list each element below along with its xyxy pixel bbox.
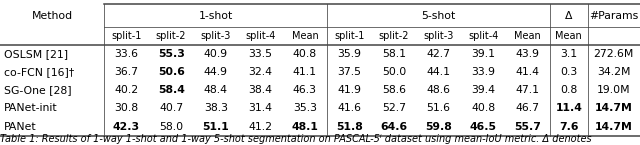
Text: 36.7: 36.7	[115, 67, 139, 77]
Text: 59.8: 59.8	[425, 122, 452, 132]
Text: 41.4: 41.4	[516, 67, 540, 77]
Text: 31.4: 31.4	[248, 103, 272, 113]
Text: split-3: split-3	[200, 31, 231, 41]
Text: 14.7M: 14.7M	[595, 122, 633, 132]
Text: 55.7: 55.7	[515, 122, 541, 132]
Text: 51.1: 51.1	[202, 122, 229, 132]
Text: 64.6: 64.6	[381, 122, 408, 132]
Text: 48.4: 48.4	[204, 85, 228, 95]
Text: OSLSM [21]: OSLSM [21]	[4, 49, 68, 59]
Text: SG-One [28]: SG-One [28]	[4, 85, 72, 95]
Text: 35.3: 35.3	[293, 103, 317, 113]
Text: PANet-init: PANet-init	[4, 103, 58, 113]
Text: 51.8: 51.8	[336, 122, 363, 132]
Text: 41.6: 41.6	[337, 103, 362, 113]
Text: 48.6: 48.6	[427, 85, 451, 95]
Text: 58.6: 58.6	[382, 85, 406, 95]
Text: co-FCN [16]†: co-FCN [16]†	[4, 67, 74, 77]
Text: split-2: split-2	[379, 31, 410, 41]
Text: Mean: Mean	[292, 31, 318, 41]
Text: 33.6: 33.6	[115, 49, 139, 59]
Text: 40.8: 40.8	[293, 49, 317, 59]
Text: 44.9: 44.9	[204, 67, 228, 77]
Text: 58.4: 58.4	[157, 85, 184, 95]
Text: 42.3: 42.3	[113, 122, 140, 132]
Text: 47.1: 47.1	[516, 85, 540, 95]
Text: 41.1: 41.1	[293, 67, 317, 77]
Text: split-1: split-1	[334, 31, 365, 41]
Text: split-2: split-2	[156, 31, 186, 41]
Text: 43.9: 43.9	[516, 49, 540, 59]
Text: 58.0: 58.0	[159, 122, 183, 132]
Text: 46.3: 46.3	[293, 85, 317, 95]
Text: 41.2: 41.2	[248, 122, 272, 132]
Text: 0.3: 0.3	[560, 67, 577, 77]
Text: 0.8: 0.8	[560, 85, 577, 95]
Text: 35.9: 35.9	[337, 49, 362, 59]
Text: 5-shot: 5-shot	[422, 11, 456, 21]
Text: 33.9: 33.9	[471, 67, 495, 77]
Text: 50.0: 50.0	[382, 67, 406, 77]
Text: 58.1: 58.1	[382, 49, 406, 59]
Text: 3.1: 3.1	[560, 49, 577, 59]
Text: 40.9: 40.9	[204, 49, 228, 59]
Text: 38.3: 38.3	[204, 103, 228, 113]
Text: 51.6: 51.6	[427, 103, 451, 113]
Text: 50.6: 50.6	[157, 67, 184, 77]
Text: 41.9: 41.9	[337, 85, 362, 95]
Text: PANet: PANet	[4, 122, 36, 132]
Text: 32.4: 32.4	[248, 67, 272, 77]
Text: 30.8: 30.8	[115, 103, 139, 113]
Text: 7.6: 7.6	[559, 122, 579, 132]
Text: 40.7: 40.7	[159, 103, 183, 113]
Text: 39.4: 39.4	[471, 85, 495, 95]
Text: split-4: split-4	[468, 31, 499, 41]
Text: Mean: Mean	[556, 31, 582, 41]
Text: 42.7: 42.7	[427, 49, 451, 59]
Text: 46.7: 46.7	[516, 103, 540, 113]
Text: 37.5: 37.5	[337, 67, 362, 77]
Text: 33.5: 33.5	[248, 49, 272, 59]
Text: split-4: split-4	[245, 31, 275, 41]
Text: 48.1: 48.1	[291, 122, 318, 132]
Text: Mean: Mean	[515, 31, 541, 41]
Text: 39.1: 39.1	[471, 49, 495, 59]
Text: 14.7M: 14.7M	[595, 103, 633, 113]
Text: Δ: Δ	[565, 11, 573, 21]
Text: 1-shot: 1-shot	[198, 11, 233, 21]
Text: 55.3: 55.3	[157, 49, 184, 59]
Text: 272.6M: 272.6M	[593, 49, 634, 59]
Text: split-3: split-3	[424, 31, 454, 41]
Text: 11.4: 11.4	[556, 103, 582, 113]
Text: 44.1: 44.1	[427, 67, 451, 77]
Text: split-1: split-1	[111, 31, 141, 41]
Text: 34.2M: 34.2M	[597, 67, 630, 77]
Text: Method: Method	[31, 11, 73, 21]
Text: 19.0M: 19.0M	[597, 85, 630, 95]
Text: 40.2: 40.2	[115, 85, 139, 95]
Text: 38.4: 38.4	[248, 85, 272, 95]
Text: 46.5: 46.5	[470, 122, 497, 132]
Text: Table 1: Results of 1-way 1-shot and 1-way 5-shot segmentation on PASCAL-5ⁱ data: Table 1: Results of 1-way 1-shot and 1-w…	[0, 134, 591, 144]
Text: 40.8: 40.8	[471, 103, 495, 113]
Text: #Params: #Params	[589, 11, 638, 21]
Text: 52.7: 52.7	[382, 103, 406, 113]
